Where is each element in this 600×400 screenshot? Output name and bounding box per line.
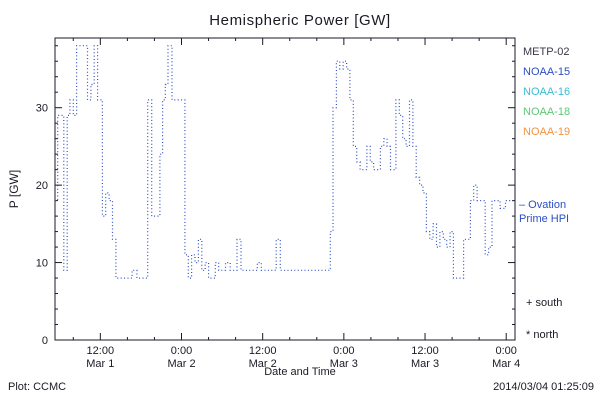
- legend-item-noaa-19: NOAA-19: [523, 126, 571, 138]
- x-tick-date: Mar 3: [330, 358, 358, 370]
- ovation-label-line1: – Ovation: [519, 199, 567, 211]
- x-tick-time: 0:00: [495, 345, 516, 357]
- ovation-line-label: – Ovation Prime HPI: [519, 198, 569, 226]
- x-axis-label: Date and Time: [264, 366, 336, 378]
- plot-frame: [54, 37, 516, 341]
- x-tick-time: 0:00: [333, 345, 354, 357]
- hpi-data-line: [55, 45, 515, 279]
- satellite-legend: METP-02 NOAA-15 NOAA-16 NOAA-18 NOAA-19: [523, 42, 570, 142]
- x-tick-time: 12:00: [249, 345, 277, 357]
- north-marker-label: * north: [526, 329, 559, 341]
- x-tick-date: Mar 3: [411, 358, 439, 370]
- legend-item-noaa-16: NOAA-16: [523, 86, 571, 98]
- y-tick-label: 30: [36, 103, 48, 115]
- x-tick-date: Mar 4: [492, 358, 520, 370]
- y-tick-label: 20: [36, 180, 48, 192]
- x-tick-time: 12:00: [87, 345, 115, 357]
- south-marker-label: + south: [526, 297, 563, 309]
- x-tick-time: 12:00: [411, 345, 439, 357]
- legend-item-metp-02: METP-02: [523, 46, 570, 58]
- plot-credit: Plot: CCMC: [8, 381, 67, 393]
- x-tick-time: 0:00: [171, 345, 192, 357]
- ovation-label-line2: Prime HPI: [519, 213, 570, 225]
- legend-item-noaa-15: NOAA-15: [523, 66, 571, 78]
- y-tick-label: 0: [42, 335, 48, 347]
- x-tick-date: Mar 1: [86, 358, 114, 370]
- x-tick-date: Mar 2: [249, 358, 277, 370]
- legend-item-noaa-18: NOAA-18: [523, 106, 571, 118]
- chart-title: Hemispheric Power [GW]: [209, 12, 391, 29]
- y-tick-label: 10: [36, 258, 48, 270]
- x-tick-date: Mar 2: [167, 358, 195, 370]
- timestamp: 2014/03/04 01:25:09: [493, 381, 594, 393]
